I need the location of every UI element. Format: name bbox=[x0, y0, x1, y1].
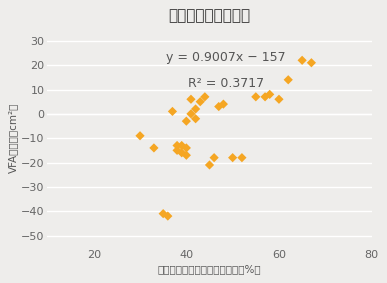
Point bbox=[202, 95, 208, 99]
Point bbox=[262, 95, 268, 99]
Point bbox=[151, 146, 157, 150]
Point bbox=[183, 146, 189, 150]
Point bbox=[174, 143, 180, 148]
Y-axis label: VFA変化量（cm²）: VFA変化量（cm²） bbox=[9, 103, 18, 173]
Point bbox=[239, 155, 245, 160]
Point bbox=[267, 92, 273, 97]
Point bbox=[188, 97, 194, 102]
Point bbox=[285, 78, 291, 82]
Point bbox=[183, 119, 189, 123]
Point bbox=[253, 95, 259, 99]
Point bbox=[299, 58, 305, 63]
Point bbox=[197, 99, 203, 104]
Point bbox=[308, 61, 315, 65]
Point bbox=[192, 117, 199, 121]
Point bbox=[179, 151, 185, 155]
Point bbox=[183, 153, 189, 158]
Point bbox=[206, 163, 212, 167]
Point bbox=[229, 155, 236, 160]
Point bbox=[220, 102, 226, 106]
Text: R² = 0.3717: R² = 0.3717 bbox=[188, 77, 264, 90]
Point bbox=[160, 211, 166, 216]
Point bbox=[216, 104, 222, 109]
Point bbox=[276, 97, 282, 102]
Point bbox=[174, 148, 180, 153]
Point bbox=[211, 155, 217, 160]
Point bbox=[137, 134, 143, 138]
Point bbox=[188, 112, 194, 116]
Title: プラセボ食品摄取群: プラセボ食品摄取群 bbox=[168, 8, 250, 23]
Point bbox=[170, 109, 176, 114]
Point bbox=[179, 143, 185, 148]
Text: y = 0.9007x − 157: y = 0.9007x − 157 bbox=[166, 51, 286, 64]
Point bbox=[192, 107, 199, 111]
Point bbox=[165, 214, 171, 218]
X-axis label: 試験前の夕食エネルギー比率（%）: 試験前の夕食エネルギー比率（%） bbox=[158, 265, 261, 275]
